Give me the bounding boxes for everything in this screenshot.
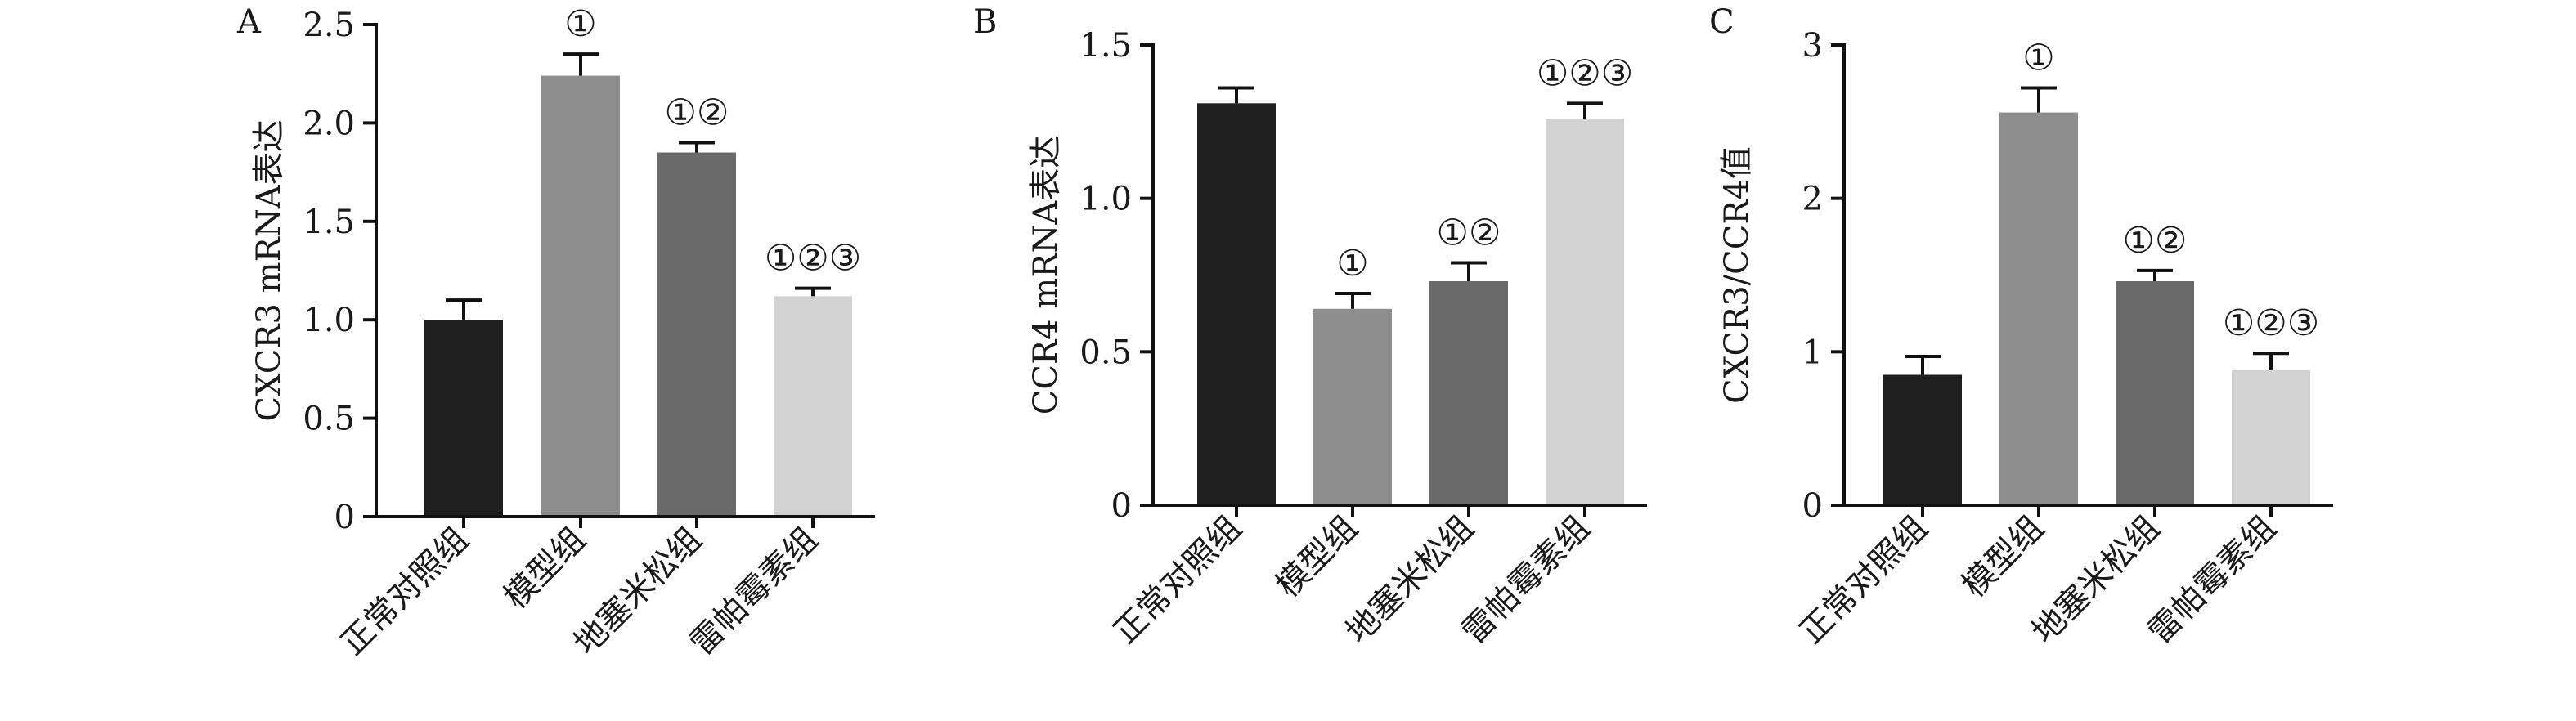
y-tick-label: 2.5 [303,7,355,44]
y-tick-label: 1.0 [303,302,355,339]
y-tick-label: 2.0 [303,105,355,142]
error-bar-1 [1905,354,1941,375]
bar-1 [1883,374,1962,505]
y-tick-label: 1 [1802,334,1823,371]
x-tick-label: 雷帕霉素组 [2141,509,2283,652]
x-tick-label: 正常对照组 [334,521,476,663]
y-tick-label: 0.5 [1079,334,1132,371]
y-axis-title: CXCR3/CCR4值 [1718,146,1756,404]
error-bar-4 [2253,352,2289,370]
y-tick-label: 1.5 [303,204,355,241]
significance-label-2: ① [1336,243,1368,284]
y-axis-title: CCR4 mRNA表达 [1027,136,1065,414]
error-bar-2 [1335,292,1371,309]
y-tick-label: 3 [1802,27,1823,65]
bar-4 [1546,119,1624,505]
bar-1 [424,320,503,517]
significance-label-4: ①②③ [1537,52,1633,94]
bar-3 [657,152,736,517]
bar-4 [774,296,852,517]
panel-b-label: B [973,3,997,41]
significance-label-4: ①②③ [765,238,861,280]
bar-3 [2116,281,2194,505]
error-bar-3 [679,141,715,153]
bar-2 [1313,308,1392,505]
error-bar-3 [2137,268,2173,282]
panel-a-label: A [236,3,262,41]
x-tick-label: 模型组 [1269,509,1365,605]
y-tick-label: 0 [334,499,355,536]
y-tick-label: 0 [1111,487,1132,525]
bar-4 [2232,369,2310,505]
bar-2 [1999,112,2078,505]
x-tick-label: 正常对照组 [1793,509,1935,652]
y-tick-label: 1.5 [1079,27,1132,65]
significance-label-4: ①②③ [2223,302,2319,344]
bar-2 [541,75,620,517]
panel-a: A ① ①② ①②③ 0 0.5 1.0 1.5 2.0 2.5 CXCR3 mRNA表达正常对照… [236,3,875,662]
significance-label-2: ① [2022,38,2054,79]
error-bar-4 [1567,101,1603,119]
significance-label-3: ①② [2123,220,2188,262]
panel-c-label: C [1709,3,1735,41]
bar-3 [1429,281,1508,505]
x-tick-label: 模型组 [1955,509,2051,605]
y-tick-label: 1.0 [1079,181,1132,218]
error-bar-1 [1218,86,1254,104]
error-bar-1 [446,298,482,320]
y-tick-label: 0 [1802,487,1823,525]
y-tick-label: 2 [1802,181,1823,218]
x-tick-label: 雷帕霉素组 [683,521,825,663]
bar-1 [1197,103,1276,506]
x-tick-label: 正常对照组 [1106,509,1249,652]
error-bar-4 [795,286,831,297]
x-tick-label: 雷帕霉素组 [1455,509,1597,652]
error-bar-2 [2021,86,2057,113]
significance-label-3: ①② [1437,212,1501,253]
y-axis-title: CXCR3 mRNA表达 [250,119,288,421]
significance-label-3: ①② [665,92,729,133]
error-bar-3 [1451,261,1487,282]
x-tick-label: 模型组 [497,521,593,616]
significance-label-2: ① [564,3,596,45]
y-tick-label: 0.5 [303,401,355,438]
error-bar-2 [563,52,599,76]
